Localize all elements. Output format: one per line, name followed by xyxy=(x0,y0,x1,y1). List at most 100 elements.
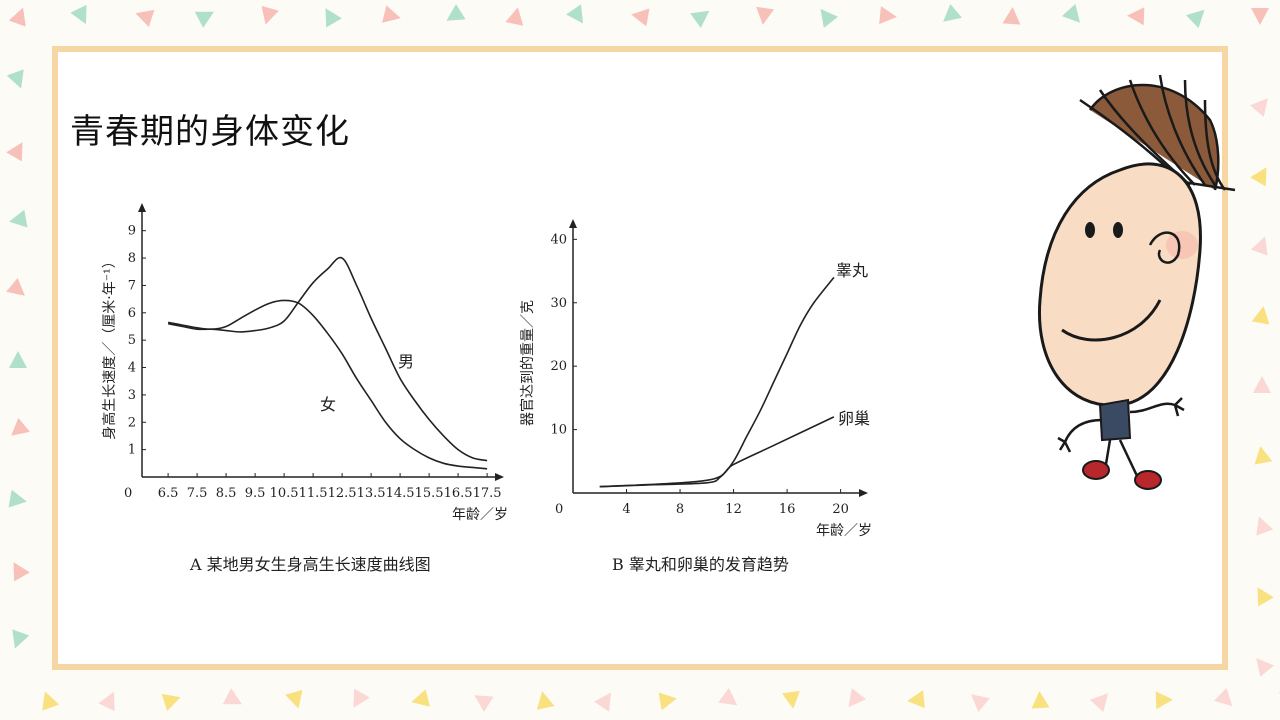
pattern-triangle xyxy=(6,277,25,296)
pattern-triangle xyxy=(11,417,30,436)
x-axis-title: 年龄／岁 xyxy=(452,507,508,523)
hair-icon xyxy=(1079,74,1236,192)
pattern-triangle xyxy=(135,9,155,28)
chart-b-caption: B 睾丸和卵巢的发育趋势 xyxy=(612,555,789,574)
x-tick-label: 11.5 xyxy=(299,486,328,501)
pattern-triangle xyxy=(194,11,214,28)
x-tick-label: 13.5 xyxy=(357,486,386,501)
x-tick-label: 16 xyxy=(779,502,796,517)
pattern-triangle xyxy=(222,688,242,705)
pattern-triangle xyxy=(718,688,738,706)
y-axis-title: 身高生长速度／（厘米·年⁻¹） xyxy=(101,254,118,439)
pattern-triangle xyxy=(971,694,990,713)
x-tick-label: 17.5 xyxy=(473,486,502,501)
pattern-triangle xyxy=(536,691,555,710)
pattern-triangle xyxy=(1251,306,1270,325)
x-tick-label: 14.5 xyxy=(386,486,415,501)
pattern-triangle xyxy=(1127,7,1145,26)
y-tick-label: 40 xyxy=(550,232,567,247)
chart-a-height-growth: 男女 0 6.5 7.5 8.5 9.5 10.5 11.5 12.5 13.5 14.5 15.5… xyxy=(101,203,508,574)
left-eye-icon xyxy=(1085,222,1095,238)
pattern-triangle xyxy=(261,5,279,25)
y-tick-label: 10 xyxy=(550,423,567,438)
y-tick-label: 7 xyxy=(128,278,136,293)
y-tick-label: 1 xyxy=(128,443,136,458)
series-line-1 xyxy=(167,299,488,470)
pattern-triangle xyxy=(1031,691,1050,709)
x-tick-label: 8.5 xyxy=(216,486,237,501)
y-tick-label: 30 xyxy=(550,296,567,311)
pattern-triangle xyxy=(1002,7,1021,25)
pattern-triangle xyxy=(879,6,897,25)
x-tick-label: 7.5 xyxy=(187,486,208,501)
x-tick-label: 8 xyxy=(676,502,684,517)
pattern-triangle xyxy=(1257,587,1274,607)
pattern-triangle xyxy=(1254,446,1273,465)
pattern-triangle xyxy=(98,691,115,712)
pattern-triangle xyxy=(943,3,962,22)
x-tick-label: 15.5 xyxy=(415,486,444,501)
right-shoe-icon xyxy=(1134,470,1162,490)
right-eye-icon xyxy=(1113,222,1123,238)
slide-title: 青春期的身体变化 xyxy=(70,112,350,152)
x-axis-title: 年龄／岁 xyxy=(816,523,872,539)
y-axis-arrow-icon xyxy=(569,219,577,228)
pattern-triangle xyxy=(566,4,584,24)
smile-icon xyxy=(1061,299,1162,342)
pattern-triangle xyxy=(1250,236,1268,256)
y-tick-label: 5 xyxy=(128,333,136,348)
y-tick-label: 4 xyxy=(128,361,136,376)
pattern-triangle xyxy=(12,629,30,649)
pattern-triangle xyxy=(658,692,677,711)
y-tick-label: 2 xyxy=(128,415,136,430)
x-tick-label: 12.5 xyxy=(328,486,357,501)
y-axis-title: 器官达到的重量／克 xyxy=(520,300,536,426)
chart-a-caption: A 某地男女生身高生长速度曲线图 xyxy=(189,555,431,574)
pattern-triangle xyxy=(820,8,839,28)
series-label-0: 睾丸 xyxy=(836,261,868,280)
x-axis-arrow-icon xyxy=(859,489,868,497)
series-line-0 xyxy=(599,276,835,488)
y-tick-label: 9 xyxy=(128,224,136,239)
pattern-triangle xyxy=(353,688,370,708)
pattern-triangle xyxy=(1256,658,1275,677)
y-axis-arrow-icon xyxy=(138,203,146,212)
y-tick-label: 3 xyxy=(128,388,136,403)
pattern-triangle xyxy=(1250,167,1267,187)
pattern-triangle xyxy=(690,10,710,28)
x-tick-label: 12 xyxy=(725,502,742,517)
pattern-triangle xyxy=(1089,693,1109,712)
pattern-triangle xyxy=(474,695,494,712)
pattern-triangle xyxy=(42,691,60,711)
x-tick-label: 20 xyxy=(832,502,849,517)
left-shoe-icon xyxy=(1082,460,1110,480)
origin-label: 0 xyxy=(124,486,132,501)
y-tick-label: 8 xyxy=(128,251,136,266)
face-icon xyxy=(1037,162,1202,407)
pattern-triangle xyxy=(756,6,775,25)
origin-label: 0 xyxy=(555,502,563,517)
pattern-triangle xyxy=(9,351,27,368)
pattern-triangle xyxy=(6,142,23,162)
pattern-triangle xyxy=(1213,687,1233,707)
pattern-triangle xyxy=(631,8,650,27)
pattern-triangle xyxy=(1061,4,1081,23)
pattern-triangle xyxy=(382,5,401,23)
pattern-triangle xyxy=(161,693,181,712)
pattern-triangle xyxy=(1256,516,1274,536)
x-tick-label: 4 xyxy=(622,502,630,517)
pattern-triangle xyxy=(325,8,342,28)
y-tick-label: 6 xyxy=(128,306,136,321)
pattern-triangle xyxy=(8,7,26,27)
series-line-1 xyxy=(599,416,835,488)
slide-frame xyxy=(52,46,1228,670)
pattern-triangle xyxy=(285,689,303,709)
pattern-triangle xyxy=(848,688,867,708)
series-label-1: 女 xyxy=(320,395,336,414)
pattern-triangle xyxy=(1251,8,1269,25)
series-label-0: 男 xyxy=(398,352,414,371)
pattern-triangle xyxy=(1253,376,1271,393)
x-tick-label: 9.5 xyxy=(245,486,266,501)
